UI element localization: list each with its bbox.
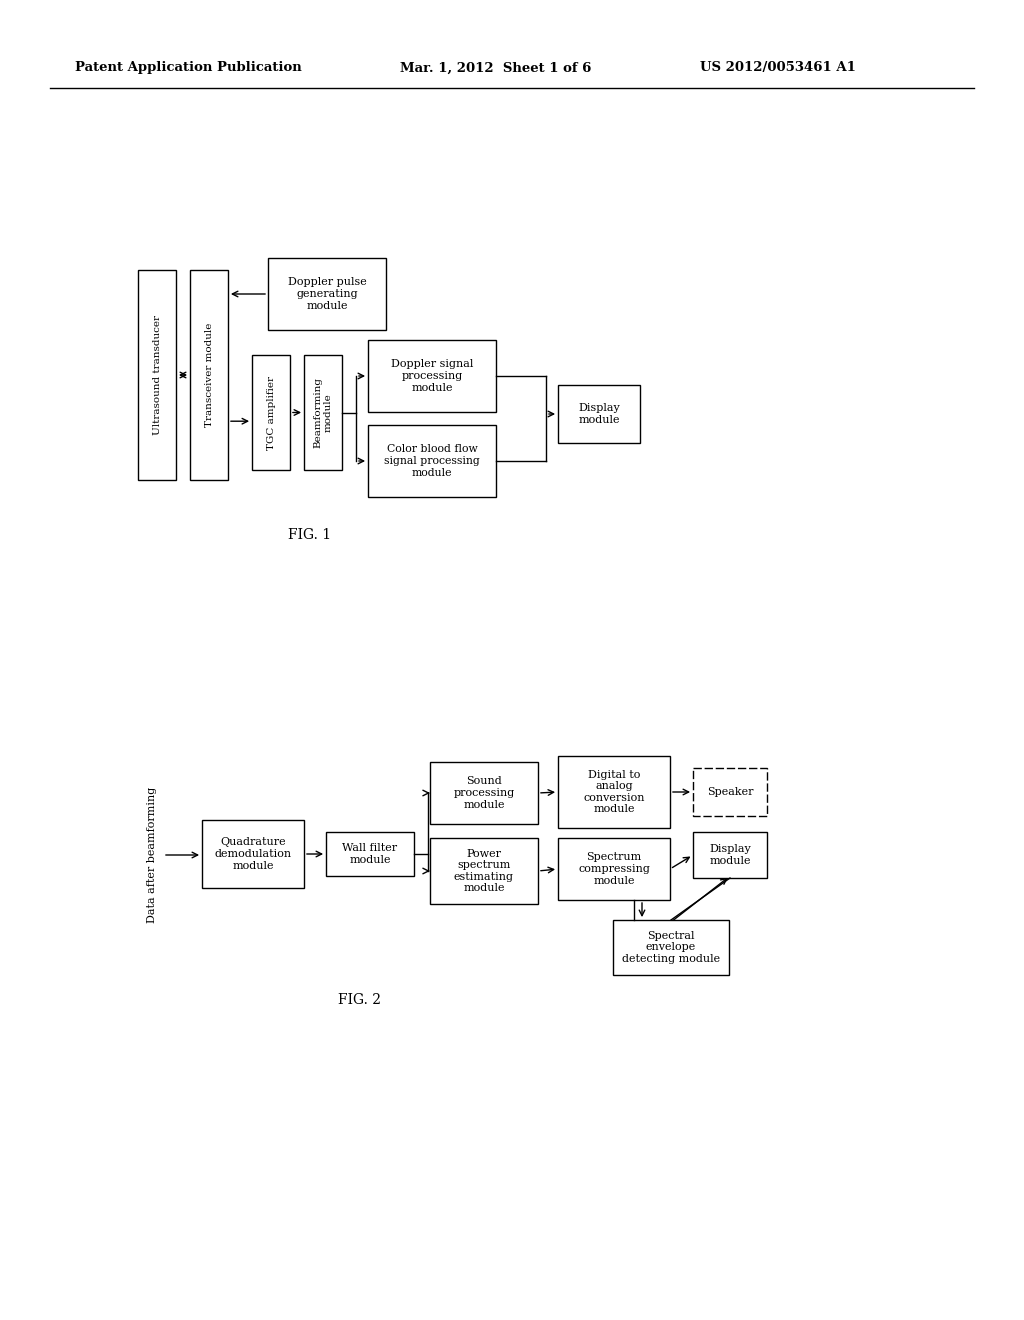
- Text: FIG. 2: FIG. 2: [339, 993, 382, 1007]
- Bar: [190, 271, 228, 480]
- Text: Data after beamforming: Data after beamforming: [147, 787, 157, 923]
- Text: Patent Application Publication: Patent Application Publication: [75, 62, 302, 74]
- Bar: [268, 257, 386, 330]
- Text: Digital to
analog
conversion
module: Digital to analog conversion module: [584, 770, 645, 814]
- Text: Spectrum
compressing
module: Spectrum compressing module: [579, 853, 650, 886]
- Bar: [368, 341, 496, 412]
- Text: Doppler signal
processing
module: Doppler signal processing module: [391, 359, 473, 392]
- Bar: [430, 838, 538, 904]
- Bar: [430, 762, 538, 824]
- Text: Display
module: Display module: [710, 845, 751, 866]
- Text: Doppler pulse
generating
module: Doppler pulse generating module: [288, 277, 367, 310]
- Bar: [304, 355, 342, 470]
- Bar: [613, 920, 729, 975]
- Bar: [202, 820, 304, 888]
- Text: Ultrasound transducer: Ultrasound transducer: [153, 315, 162, 436]
- Bar: [368, 425, 496, 498]
- Text: Wall filter
module: Wall filter module: [342, 843, 397, 865]
- Text: TGC amplifier: TGC amplifier: [266, 375, 275, 450]
- Text: FIG. 1: FIG. 1: [289, 528, 332, 543]
- Bar: [558, 838, 670, 900]
- Text: Display
module: Display module: [579, 403, 620, 425]
- Text: Quadrature
demodulation
module: Quadrature demodulation module: [214, 837, 292, 871]
- Bar: [252, 355, 290, 470]
- Bar: [138, 271, 176, 480]
- Text: Transceiver module: Transceiver module: [205, 323, 213, 428]
- Text: US 2012/0053461 A1: US 2012/0053461 A1: [700, 62, 856, 74]
- Text: Beamforming
module: Beamforming module: [313, 378, 333, 447]
- Text: Mar. 1, 2012  Sheet 1 of 6: Mar. 1, 2012 Sheet 1 of 6: [400, 62, 592, 74]
- Bar: [558, 385, 640, 444]
- Text: Spectral
envelope
detecting module: Spectral envelope detecting module: [622, 931, 720, 964]
- Bar: [693, 832, 767, 878]
- Bar: [693, 768, 767, 816]
- Bar: [326, 832, 414, 876]
- Text: Speaker: Speaker: [707, 787, 754, 797]
- Text: Color blood flow
signal processing
module: Color blood flow signal processing modul…: [384, 445, 480, 478]
- Text: Sound
processing
module: Sound processing module: [454, 776, 515, 809]
- Bar: [558, 756, 670, 828]
- Text: Power
spectrum
estimating
module: Power spectrum estimating module: [454, 849, 514, 894]
